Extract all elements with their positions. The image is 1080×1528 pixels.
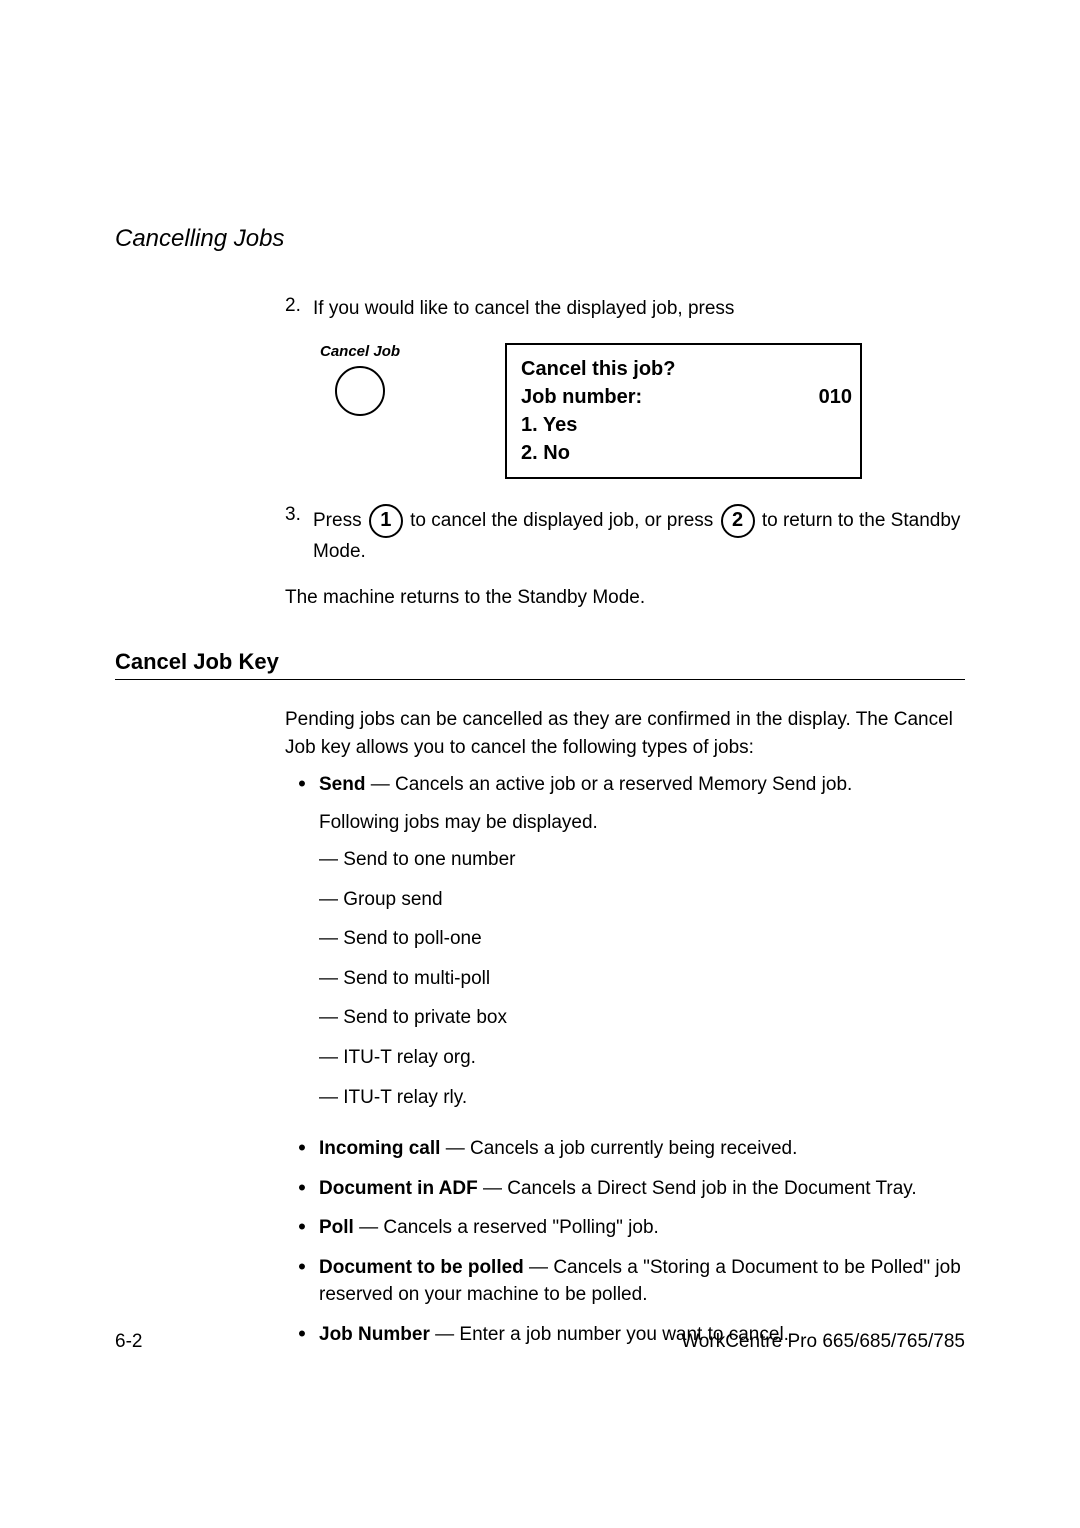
footer-product: WorkCentre Pro 665/685/765/785: [681, 1331, 965, 1353]
lcd-line-2: Job number:: [521, 383, 846, 411]
bullet-incoming: • Incoming call — Cancels a job currentl…: [285, 1135, 965, 1163]
step-number: 2.: [285, 295, 313, 323]
lcd-line-4: 2. No: [521, 439, 846, 467]
page-number: 6-2: [115, 1331, 142, 1353]
bullet-icon: •: [285, 1135, 319, 1163]
bullet-content: Send — Cancels an active job or a reserv…: [319, 771, 965, 1123]
dash-list: — Send to one number — Group send — Send…: [319, 846, 965, 1111]
bullet-desc: — Cancels a job currently being received…: [440, 1138, 797, 1159]
bullet-send: • Send — Cancels an active job or a rese…: [285, 771, 965, 1123]
subsection-title: Cancel Job Key: [115, 649, 965, 680]
bullet-content: Document in ADF — Cancels a Direct Send …: [319, 1175, 965, 1203]
step-text: If you would like to cancel the displaye…: [313, 295, 734, 323]
standby-text: The machine returns to the Standby Mode.: [285, 587, 965, 609]
step-text: Press 1 to cancel the displayed job, or …: [313, 504, 965, 566]
bullet-list: • Send — Cancels an active job or a rese…: [285, 771, 965, 1348]
bullet-label: Document in ADF: [319, 1178, 478, 1199]
bullet-icon: •: [285, 771, 319, 1123]
bullet-content: Document to be polled — Cancels a "Stori…: [319, 1254, 965, 1309]
cancel-job-label: Cancel Job: [320, 343, 400, 360]
lcd-display: Cancel this job? Job number: 010 1. Yes …: [505, 343, 862, 479]
lcd-job-number-value: 010: [819, 383, 852, 411]
lcd-line-3: 1. Yes: [521, 411, 846, 439]
key-1-icon: 1: [369, 504, 403, 538]
bullet-desc: — Cancels a reserved "Polling" job.: [354, 1217, 659, 1238]
dash-item: — Send to poll-one: [319, 925, 965, 953]
content-area: 2. If you would like to cancel the displ…: [285, 295, 965, 609]
step-3: 3. Press 1 to cancel the displayed job, …: [285, 504, 965, 566]
cancel-job-button-icon: [335, 366, 385, 416]
bullet-poll: • Poll — Cancels a reserved "Polling" jo…: [285, 1214, 965, 1242]
bullet-desc: — Cancels a Direct Send job in the Docum…: [478, 1178, 917, 1199]
section-title: Cancelling Jobs: [115, 225, 965, 253]
dash-item: — Send to multi-poll: [319, 965, 965, 993]
bullet-icon: •: [285, 1254, 319, 1309]
dash-item: — Send to private box: [319, 1004, 965, 1032]
bullet-content: Incoming call — Cancels a job currently …: [319, 1135, 965, 1163]
lcd-line-1: Cancel this job?: [521, 355, 846, 383]
bullet-label: Send: [319, 774, 365, 795]
bullet-label: Poll: [319, 1217, 354, 1238]
subsection-content: Pending jobs can be cancelled as they ar…: [285, 706, 965, 1348]
page: Cancelling Jobs 2. If you would like to …: [0, 0, 1080, 1348]
dash-item: — Group send: [319, 886, 965, 914]
bullet-icon: •: [285, 1175, 319, 1203]
step3-mid: to cancel the displayed job, or press: [410, 510, 713, 531]
step3-pre: Press: [313, 510, 362, 531]
bullet-adf: • Document in ADF — Cancels a Direct Sen…: [285, 1175, 965, 1203]
cancel-job-button-diagram: Cancel Job: [320, 343, 400, 416]
intro-text: Pending jobs can be cancelled as they ar…: [285, 706, 965, 761]
dash-item: — ITU-T relay org.: [319, 1044, 965, 1072]
bullet-content: Poll — Cancels a reserved "Polling" job.: [319, 1214, 965, 1242]
step-2: 2. If you would like to cancel the displ…: [285, 295, 965, 323]
page-footer: 6-2 WorkCentre Pro 665/685/765/785: [115, 1331, 965, 1353]
send-subline: Following jobs may be displayed.: [319, 809, 965, 837]
diagram-row: Cancel Job Cancel this job? Job number: …: [320, 343, 965, 479]
bullet-polled: • Document to be polled — Cancels a "Sto…: [285, 1254, 965, 1309]
dash-item: — Send to one number: [319, 846, 965, 874]
bullet-label: Incoming call: [319, 1138, 440, 1159]
bullet-desc: — Cancels an active job or a reserved Me…: [365, 774, 852, 795]
key-2-icon: 2: [721, 504, 755, 538]
dash-item: — ITU-T relay rly.: [319, 1084, 965, 1112]
step-number: 3.: [285, 504, 313, 566]
bullet-label: Document to be polled: [319, 1257, 524, 1278]
bullet-icon: •: [285, 1214, 319, 1242]
